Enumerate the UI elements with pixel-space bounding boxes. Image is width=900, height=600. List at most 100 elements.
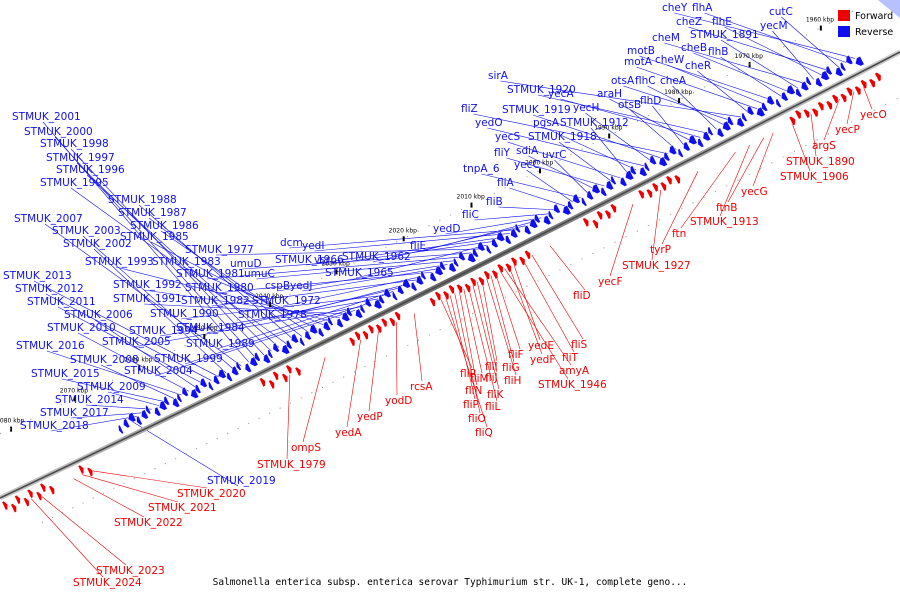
kbp-tick-label: 2040 kbp	[255, 293, 283, 300]
reverse-gene-label: STMUK_1981	[176, 268, 245, 280]
reverse-gene-arrow	[172, 397, 181, 408]
reverse-gene-label: yedD	[433, 223, 460, 235]
guide-dot	[133, 477, 135, 480]
forward-leader-line	[440, 299, 473, 369]
reverse-gene-label: pgsA	[533, 117, 560, 129]
reverse-gene-arrow	[118, 424, 124, 435]
axis-end-marker	[878, 0, 900, 18]
reverse-gene-arrow	[496, 231, 506, 242]
reverse-gene-label: STMUK_1985	[120, 231, 189, 243]
reverse-leader-line	[609, 98, 693, 142]
reverse-leader-line	[215, 271, 433, 294]
guide-dot	[132, 369, 134, 371]
forward-gene-label: fliT	[562, 352, 579, 364]
reverse-leader-line	[216, 291, 394, 350]
forward-leader-line	[495, 272, 521, 350]
forward-gene-arrow	[26, 489, 34, 499]
guide-dot	[603, 247, 605, 249]
forward-leader-line	[477, 282, 498, 373]
reverse-gene-arrow	[159, 400, 168, 411]
reverse-gene-arrow	[805, 76, 812, 86]
guide-dot	[658, 219, 661, 221]
forward-gene-label: STMUK_1927	[622, 260, 691, 272]
reverse-leader-line	[652, 105, 685, 146]
reverse-gene-label: motB	[627, 45, 655, 57]
reverse-leader-line	[129, 419, 239, 487]
guide-dot	[851, 10, 853, 12]
guide-dot	[482, 198, 484, 200]
reverse-gene-arrow	[562, 205, 572, 216]
reverse-leader-line	[45, 293, 212, 381]
reverse-gene-arrow	[477, 241, 486, 252]
forward-gene-label: STMUK_1946	[538, 379, 607, 391]
reverse-gene-arrow	[668, 145, 678, 155]
forward-leader-line	[549, 245, 586, 291]
guide-dot	[439, 328, 441, 331]
forward-gene-arrow	[524, 250, 531, 260]
guide-dot	[504, 296, 506, 298]
guide-dot	[164, 463, 166, 465]
forward-gene-label: STMUK_2022	[114, 517, 183, 529]
guide-dot	[715, 80, 717, 82]
forward-gene-arrow	[10, 503, 17, 513]
reverse-leader-line	[107, 391, 160, 406]
forward-gene-label: fliN	[465, 385, 482, 397]
reverse-gene-label: STMUK_2003	[52, 225, 121, 237]
kbp-tick-label: 2010 kbp	[457, 194, 485, 201]
reverse-gene-label: STMUK_2000	[24, 126, 93, 138]
forward-gene-arrow	[788, 116, 796, 126]
guide-dot	[364, 366, 366, 368]
guide-dot	[91, 389, 93, 391]
forward-gene-arrow	[268, 379, 275, 390]
forward-gene-arrow	[645, 188, 653, 199]
genome-caption: Salmonella enterica subsp. enterica sero…	[212, 577, 688, 588]
forward-gene-arrow	[794, 109, 802, 120]
forward-leader-line	[396, 322, 398, 396]
reverse-leader-line	[314, 233, 510, 252]
guide-dot	[269, 412, 271, 414]
forward-gene-arrow	[23, 497, 30, 507]
forward-gene-arrow	[294, 366, 302, 377]
forward-gene-arrow	[831, 94, 839, 104]
reverse-gene-label: STMUK_1978	[238, 309, 307, 321]
kbp-tick-mark	[819, 25, 822, 31]
forward-gene-label: fliG	[502, 362, 520, 374]
reverse-gene-arrow	[505, 234, 512, 245]
reverse-gene-arrow	[359, 304, 366, 314]
forward-leader-lines	[31, 86, 873, 578]
forward-leader-line	[458, 291, 478, 386]
guide-dot	[828, 22, 831, 24]
guide-dot	[279, 407, 281, 409]
forward-gene-arrow	[86, 467, 93, 477]
reverse-gene-arrow	[263, 353, 272, 364]
guide-dot	[226, 324, 228, 326]
guide-dot	[321, 278, 323, 280]
reverse-leader-line	[667, 64, 766, 105]
forward-gene-arrow	[1, 500, 8, 511]
forward-gene-arrow	[854, 85, 862, 96]
reverse-leader-line	[70, 148, 265, 356]
reverse-leader-line	[526, 169, 573, 203]
reverse-gene-label: fliY	[494, 147, 511, 159]
reverse-gene-arrow	[272, 342, 280, 353]
reverse-gene-arrow	[458, 251, 466, 261]
reverse-gene-label: otsB	[618, 99, 641, 111]
forward-gene-arrow	[811, 107, 819, 118]
reverse-gene-arrow	[364, 297, 373, 308]
reverse-gene-label: STMUK_1996	[56, 164, 125, 176]
reverse-gene-label: cheY	[662, 2, 688, 14]
reverse-gene-label: STMUK_2004	[124, 365, 193, 377]
reverse-gene-arrow	[336, 318, 344, 328]
reverse-leader-line	[282, 275, 425, 307]
guide-dot	[873, 109, 875, 111]
reverse-gene-label: yedJ	[290, 280, 312, 292]
reverse-gene-label: STMUK_1994	[129, 325, 198, 337]
reverse-leader-line	[528, 155, 597, 191]
reverse-leader-line	[498, 206, 558, 211]
guide-dot	[782, 156, 784, 158]
forward-leader-line	[680, 151, 736, 229]
guide-dot	[460, 208, 463, 211]
forward-leader-line	[727, 137, 764, 203]
forward-leader-line	[490, 275, 515, 363]
